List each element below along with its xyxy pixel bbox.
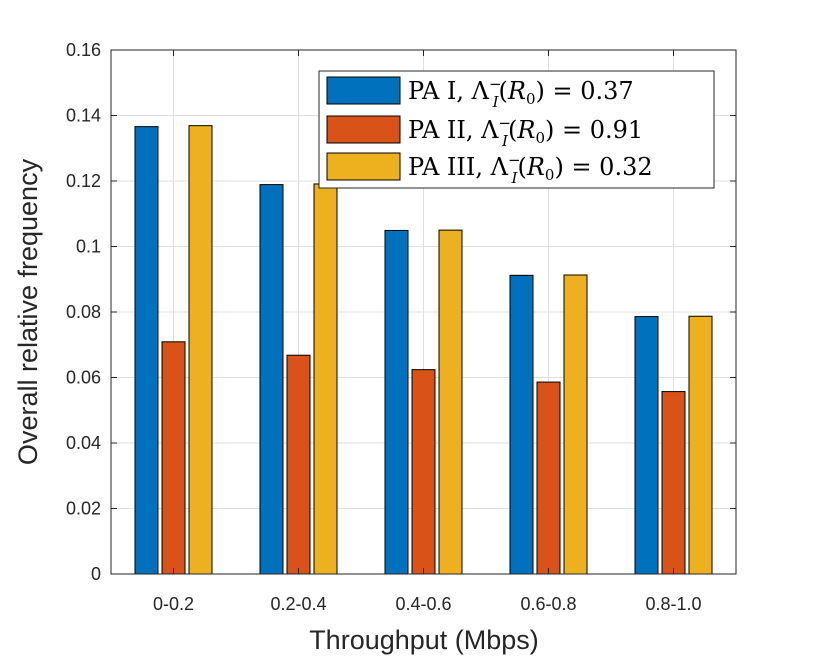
- legend-label-pa-i: PA I, Λ− I(R0) = 0.37: [408, 75, 634, 111]
- legend-label-pa-ii: PA II, Λ− I(R0) = 0.91: [408, 114, 643, 150]
- y-tick-label: 0: [91, 564, 101, 584]
- axes: [110, 49, 737, 575]
- bar-pa-i-0.6-0.8: [509, 274, 534, 575]
- bar-pa-ii-0-0.2: [161, 341, 186, 575]
- tick-labels: 0 0.02 0.04 0.06 0.08 0.1 0.12 0.14 0.16 0-0.2 0.2…: [66, 40, 702, 614]
- x-tick-label: 0.8-1.0: [645, 594, 701, 614]
- y-tick-label: 0.12: [66, 171, 101, 191]
- bar-pa-iii-0.8-1.0: [688, 315, 713, 575]
- bar-pa-ii-0.8-1.0: [661, 391, 686, 575]
- bar-pa-ii-0.6-0.8: [536, 381, 561, 575]
- x-tick-label: 0.2-0.4: [270, 594, 326, 614]
- bars: [134, 125, 713, 575]
- y-tick-label: 0.04: [66, 433, 101, 453]
- y-tick-label: 0.14: [66, 106, 101, 126]
- y-tick-label: 0.16: [66, 40, 101, 60]
- bar-pa-iii-0.6-0.8: [563, 274, 588, 575]
- x-tick-label: 0.4-0.6: [395, 594, 451, 614]
- bar-pa-ii-0.2-0.4: [286, 354, 311, 575]
- bar-pa-i-0-0.2: [134, 126, 159, 575]
- legend-label-pa-iii: PA III, Λ− I(R0) = 0.32: [408, 151, 653, 187]
- y-axis-title: Overall relative frequency: [13, 158, 43, 465]
- legend-swatch-pa-i: [326, 76, 401, 105]
- bar-pa-iii-0-0.2: [188, 125, 213, 575]
- y-tick-label: 0.06: [66, 368, 101, 388]
- y-tick-label: 0.1: [76, 237, 101, 257]
- bar-pa-i-0.8-1.0: [634, 316, 659, 575]
- legend-swatch-pa-ii: [326, 115, 401, 144]
- x-tick-label: 0.6-0.8: [520, 594, 576, 614]
- bar-pa-i-0.2-0.4: [259, 184, 284, 575]
- axes-box: [110, 49, 737, 575]
- x-tick-label: 0-0.2: [153, 594, 194, 614]
- bar-pa-ii-0.4-0.6: [411, 369, 436, 575]
- y-tick-label: 0.08: [66, 302, 101, 322]
- x-axis-title: Throughput (Mbps): [309, 625, 539, 655]
- bar-pa-i-0.4-0.6: [384, 229, 409, 575]
- bar-pa-iii-0.4-0.6: [438, 229, 463, 575]
- bar-pa-iii-0.2-0.4: [313, 183, 338, 575]
- y-tick-label: 0.02: [66, 499, 101, 519]
- legend-swatch-pa-iii: [326, 152, 401, 181]
